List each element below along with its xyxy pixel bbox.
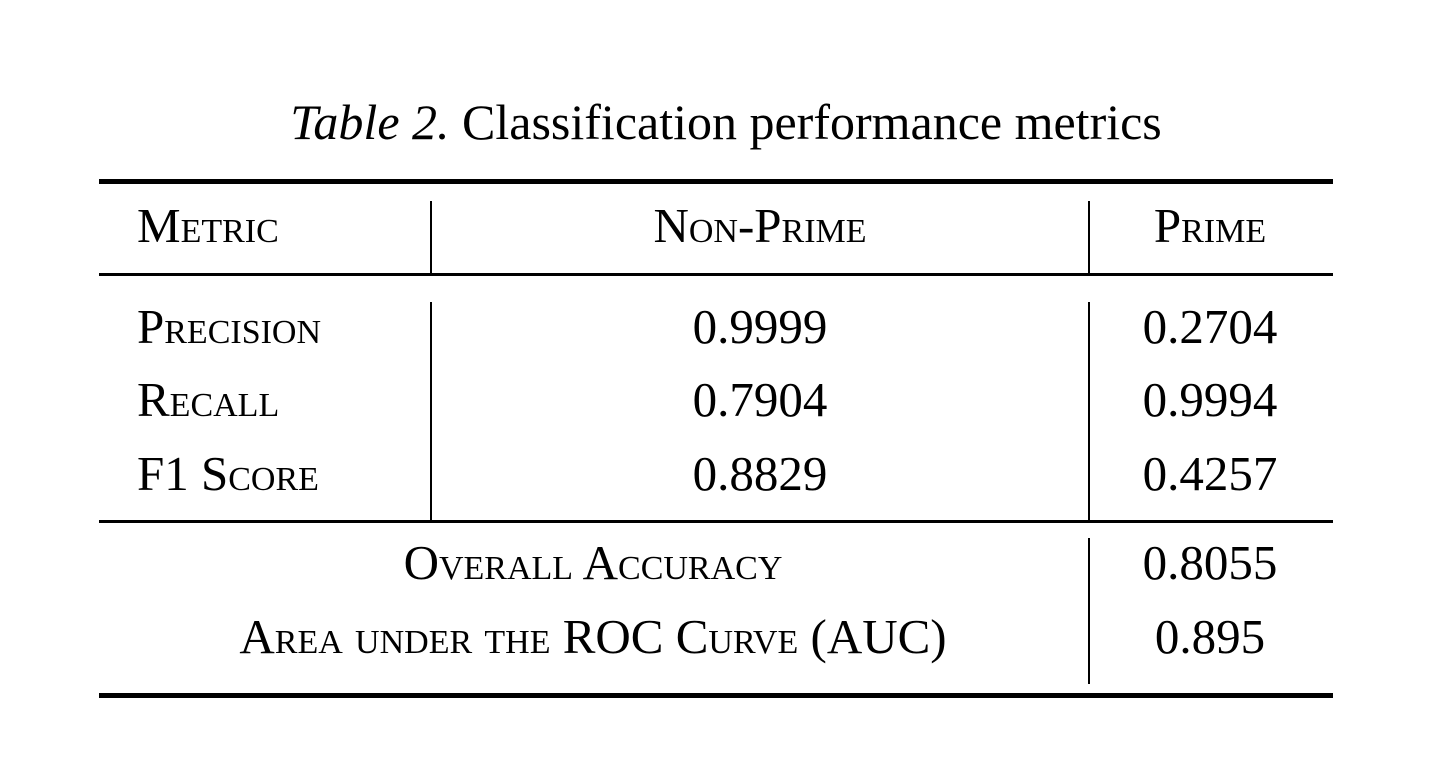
summary-metric: Overall Accuracy [403, 535, 783, 590]
row-prime-value: 0.4257 [1142, 446, 1278, 501]
table-caption-label: Table 2. [290, 94, 450, 150]
header-rule [99, 273, 1333, 276]
row-non-prime-value: 0.7904 [692, 372, 828, 427]
header-divider-right [1088, 201, 1090, 273]
row-non-prime-value: 0.8829 [692, 446, 828, 501]
top-rule [99, 179, 1333, 184]
row-prime-value: 0.2704 [1142, 299, 1278, 354]
header-metric: Metric [137, 198, 279, 253]
header-non-prime: Non-Prime [653, 198, 867, 253]
row-non-prime-value: 0.9999 [692, 299, 828, 354]
row-metric: Recall [137, 372, 280, 427]
row-metric: F1 Score [137, 446, 319, 501]
row-prime-value: 0.9994 [1142, 372, 1278, 427]
header-prime: Prime [1153, 198, 1267, 253]
summary-metric: Area under the ROC Curve (AUC) [239, 609, 947, 664]
header-divider-left [430, 201, 432, 273]
row-metric: Precision [137, 299, 322, 354]
bottom-rule [99, 693, 1333, 698]
summary-value: 0.8055 [1142, 535, 1278, 590]
body-divider-right [1088, 302, 1090, 520]
table-caption-text: Classification performance metrics [462, 94, 1162, 150]
table-caption: Table 2. Classification performance metr… [0, 92, 1452, 152]
mid-rule [99, 520, 1333, 523]
summary-divider [1088, 538, 1090, 684]
summary-value: 0.895 [1154, 609, 1266, 664]
body-divider-left [430, 302, 432, 520]
